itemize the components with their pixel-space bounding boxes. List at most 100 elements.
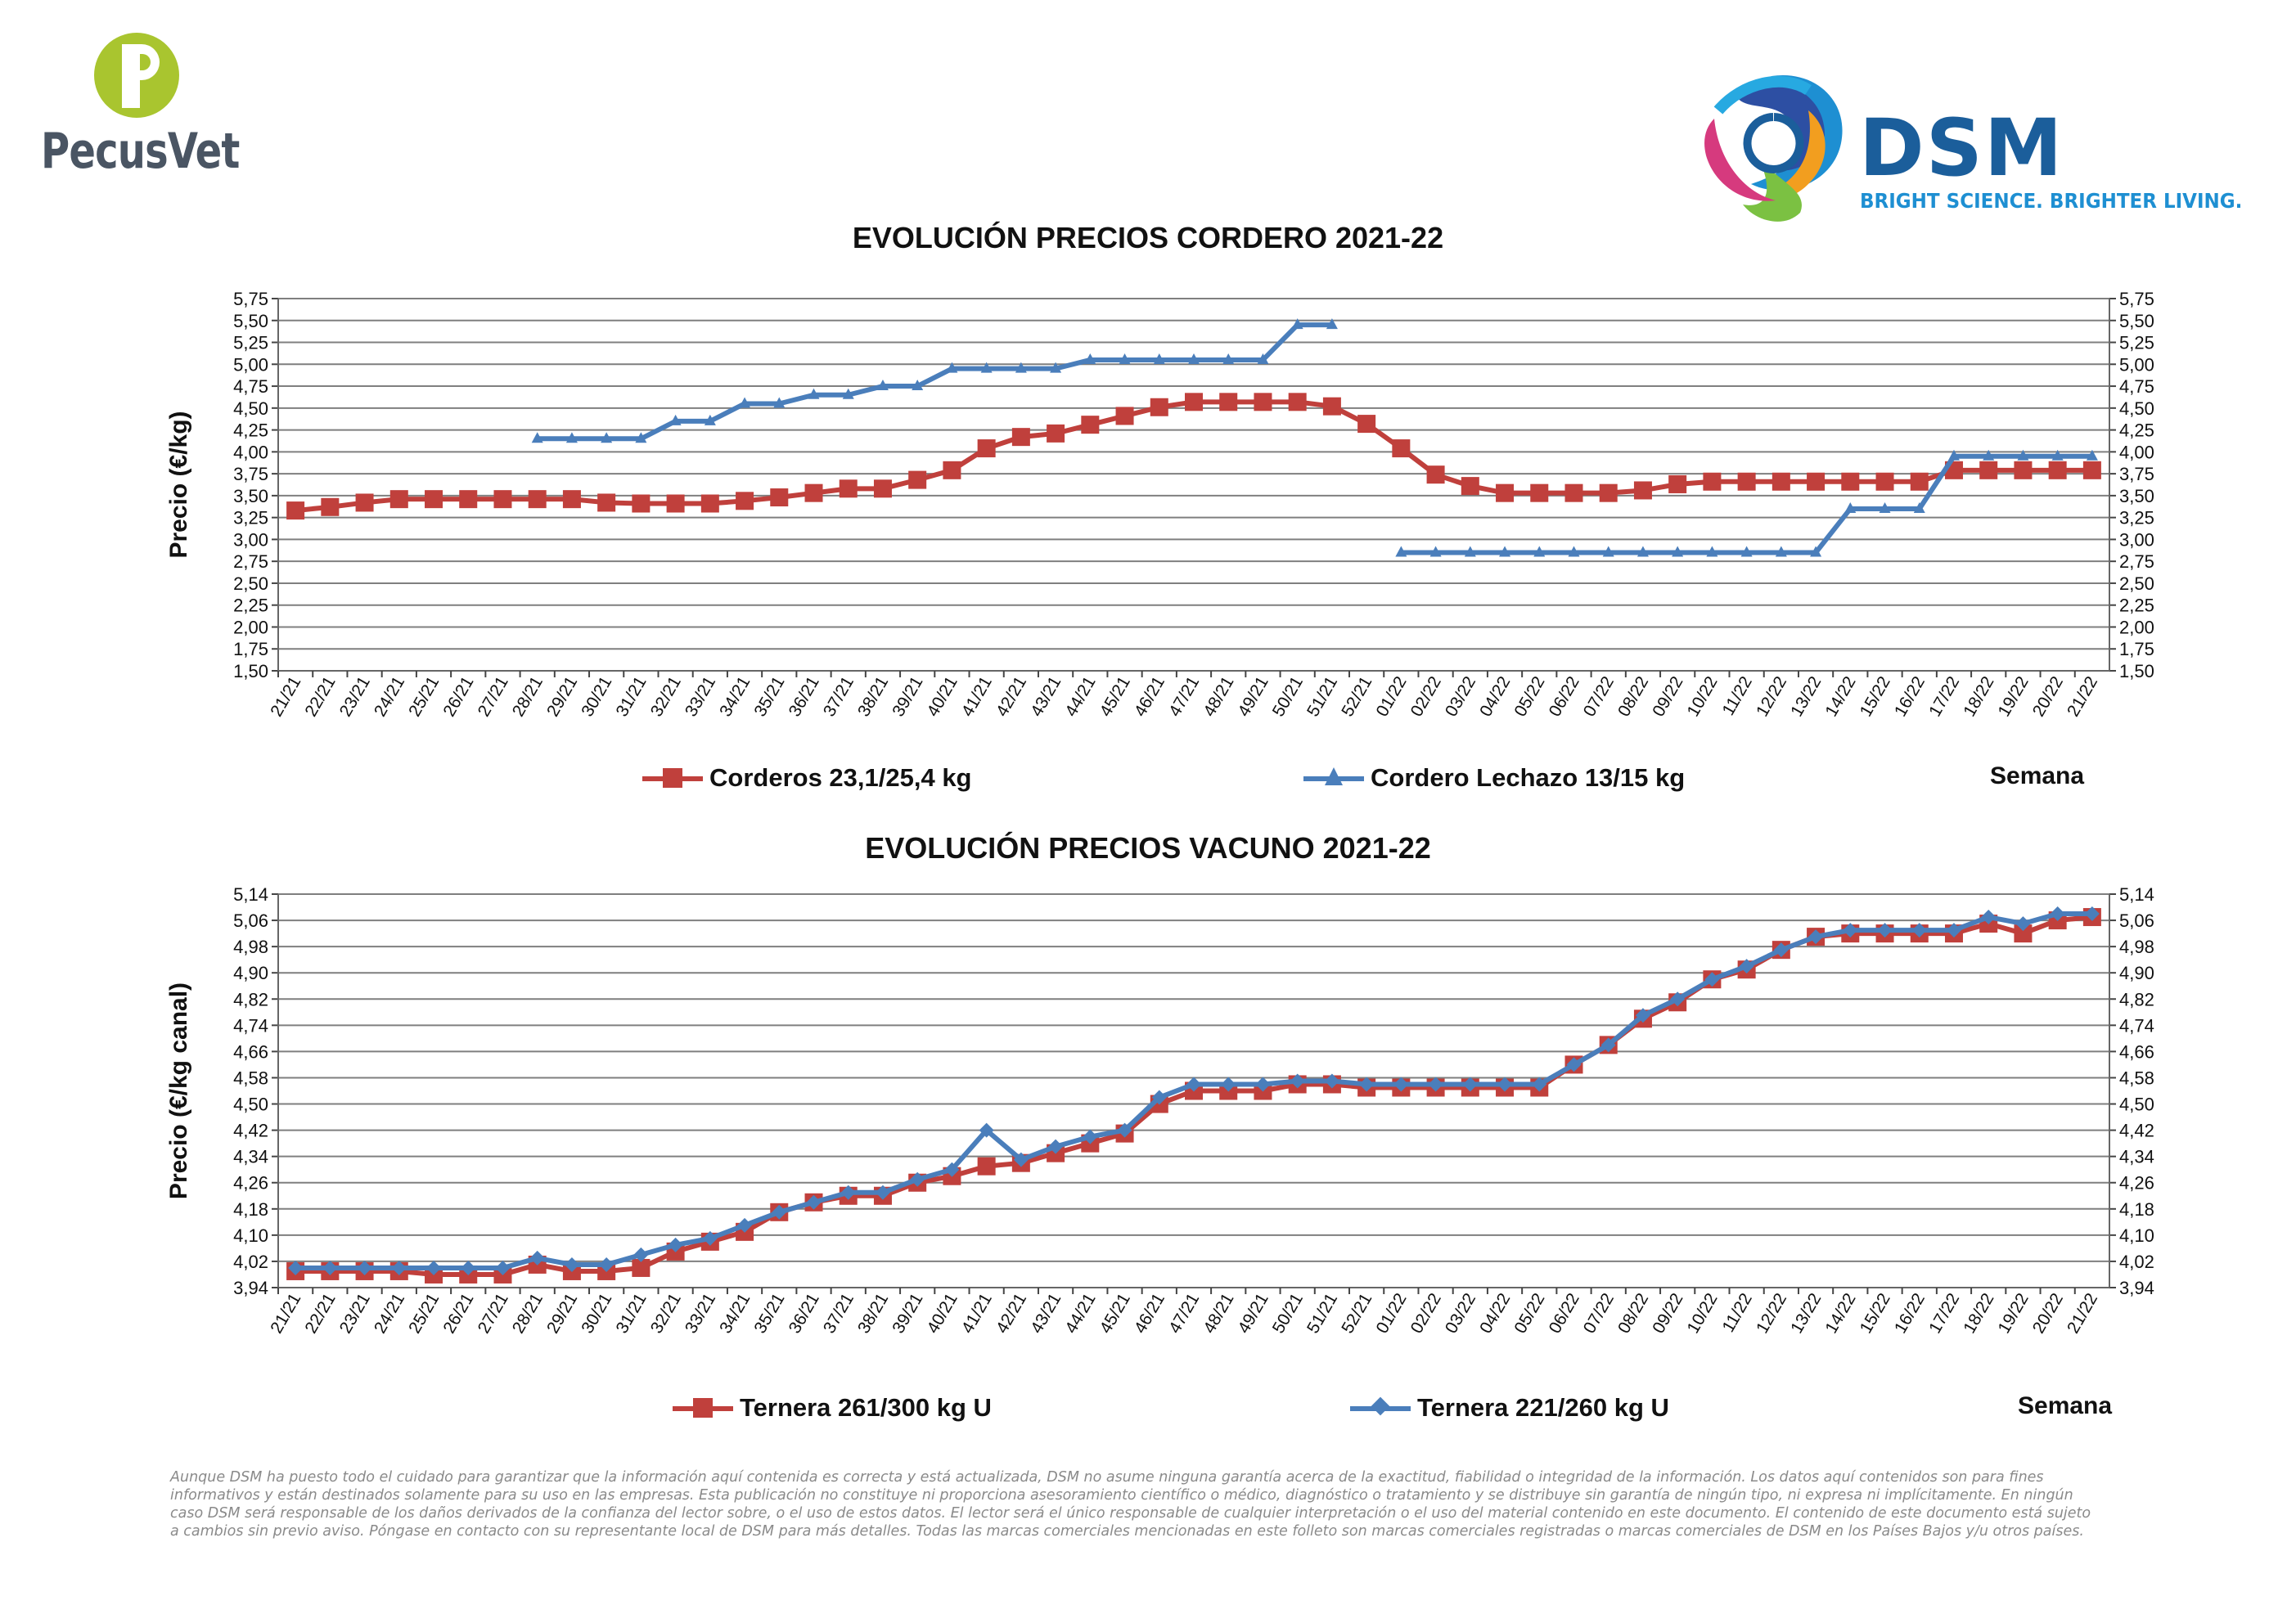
data-point-triangle <box>2017 449 2029 461</box>
y-tick-label-right: 4,74 <box>2119 1015 2154 1036</box>
x-tick-label: 52/21 <box>1338 1290 1375 1337</box>
data-point-diamond <box>1013 1152 1029 1167</box>
legend-label-lechazo: Cordero Lechazo 13/15 kg <box>1371 763 1686 792</box>
data-point-square <box>2082 461 2101 479</box>
x-tick-label: 28/21 <box>509 1290 547 1337</box>
legend-swatch-blue-diamond-icon <box>1350 1396 1411 1420</box>
data-point-diamond <box>1497 1077 1513 1092</box>
legend-item-ternera-221: Ternera 221/260 kg U <box>1350 1393 1669 1423</box>
data-point-diamond <box>2084 906 2100 922</box>
y-tick-label-left: 2,75 <box>233 551 268 572</box>
data-point-diamond <box>1670 991 1686 1007</box>
y-tick-label-right: 2,50 <box>2119 573 2154 594</box>
data-point-triangle <box>1983 449 1995 461</box>
x-tick-label: 48/21 <box>1200 1290 1237 1337</box>
x-tick-label: 04/22 <box>1476 673 1514 720</box>
y-tick-label-left: 5,75 <box>233 289 268 309</box>
pecusvet-logo: PecusVet <box>37 33 250 196</box>
data-point-square <box>1564 483 1583 502</box>
data-point-triangle <box>912 380 924 391</box>
x-tick-label: 29/21 <box>543 673 581 720</box>
data-point-square <box>1047 424 1065 443</box>
data-point-triangle <box>1913 501 1925 513</box>
legend-item-lechazo: Cordero Lechazo 13/15 kg <box>1303 763 1685 793</box>
y-tick-label-left: 4,75 <box>233 376 268 397</box>
x-tick-label: 21/22 <box>2064 673 2101 720</box>
data-point-triangle <box>531 432 543 443</box>
x-tick-label: 01/22 <box>1372 1290 1410 1337</box>
data-point-diamond <box>1566 1057 1582 1072</box>
data-point-square <box>1703 472 1722 491</box>
y-tick-label-right: 1,75 <box>2119 639 2154 659</box>
legend-swatch-red-square-icon <box>673 1396 733 1420</box>
y-tick-label-left: 4,50 <box>233 398 268 419</box>
y-axis-title: Precio (€/kg canal) <box>165 982 192 1199</box>
x-tick-label: 36/21 <box>786 673 823 720</box>
legend-item-ternera-261: Ternera 261/300 kg U <box>673 1393 992 1423</box>
chart-cordero-title: EVOLUCIÓN PRECIOS CORDERO 2021-22 <box>852 221 1444 254</box>
x-tick-label: 25/21 <box>405 673 443 720</box>
x-tick-label: 36/21 <box>786 1290 823 1337</box>
data-point-triangle <box>1568 546 1580 557</box>
data-point-square <box>1668 474 1687 493</box>
x-tick-label: 16/22 <box>1891 673 1929 720</box>
data-point-diamond <box>840 1185 856 1200</box>
x-tick-label: 34/21 <box>716 673 754 720</box>
data-point-diamond <box>2050 906 2065 922</box>
y-tick-label-left: 3,75 <box>233 464 268 484</box>
y-tick-label-left: 5,06 <box>233 910 268 931</box>
data-point-square <box>908 470 927 489</box>
data-point-diamond <box>1428 1077 1443 1092</box>
data-point-square <box>1185 393 1203 411</box>
x-tick-label: 20/22 <box>2029 1290 2067 1337</box>
data-point-square <box>1496 483 1515 502</box>
data-point-triangle <box>1119 353 1131 364</box>
x-tick-label: 21/21 <box>267 1290 304 1337</box>
data-point-triangle <box>2086 449 2098 461</box>
data-point-square <box>425 490 443 509</box>
y-tick-label-left: 4,90 <box>233 963 268 983</box>
x-tick-label: 08/22 <box>1614 1290 1652 1337</box>
x-tick-label: 45/21 <box>1096 1290 1134 1337</box>
data-point-diamond <box>1083 1129 1098 1144</box>
x-tick-label: 26/21 <box>439 673 477 720</box>
data-point-square <box>1219 393 1238 411</box>
x-tick-label: 43/21 <box>1027 673 1065 720</box>
x-tick-label: 37/21 <box>820 673 858 720</box>
y-tick-label-right: 4,98 <box>2119 937 2154 957</box>
data-point-square <box>286 501 305 520</box>
data-point-diamond <box>2015 916 2031 932</box>
data-point-diamond <box>1048 1139 1064 1154</box>
x-tick-label: 03/22 <box>1442 673 1479 720</box>
y-tick-label-right: 5,14 <box>2119 884 2154 905</box>
x-tick-label: 32/21 <box>647 1290 685 1337</box>
data-point-diamond <box>461 1260 476 1275</box>
x-tick-label: 02/22 <box>1407 673 1445 720</box>
legend-label-ternera-261: Ternera 261/300 kg U <box>740 1393 992 1422</box>
data-point-diamond <box>1359 1077 1375 1092</box>
data-point-diamond <box>495 1260 511 1275</box>
data-point-triangle <box>1395 546 1407 557</box>
data-point-diamond <box>529 1250 545 1266</box>
x-tick-label: 18/22 <box>1960 1290 1997 1337</box>
chart-vacuno-xlabel: Semana <box>2018 1392 2113 1419</box>
data-point-triangle <box>1879 501 1891 513</box>
x-tick-label: 46/21 <box>1131 673 1168 720</box>
data-point-triangle <box>1084 353 1096 364</box>
data-point-triangle <box>1257 353 1269 364</box>
x-tick-label: 11/22 <box>1719 673 1756 719</box>
y-tick-label-right: 5,00 <box>2119 354 2154 375</box>
data-point-triangle <box>635 432 647 443</box>
data-point-diamond <box>1600 1037 1616 1053</box>
x-tick-label: 21/21 <box>267 673 304 720</box>
y-tick-label-left: 3,94 <box>233 1278 268 1298</box>
y-tick-label-left: 4,26 <box>233 1173 268 1194</box>
data-point-triangle <box>601 432 613 443</box>
data-point-triangle <box>946 362 958 373</box>
data-point-triangle <box>1636 546 1649 557</box>
data-point-triangle <box>980 362 993 373</box>
x-tick-label: 44/21 <box>1061 1290 1099 1337</box>
x-tick-label: 14/22 <box>1821 1290 1859 1337</box>
x-tick-label: 50/21 <box>1269 673 1307 720</box>
data-point-square <box>1254 393 1272 411</box>
